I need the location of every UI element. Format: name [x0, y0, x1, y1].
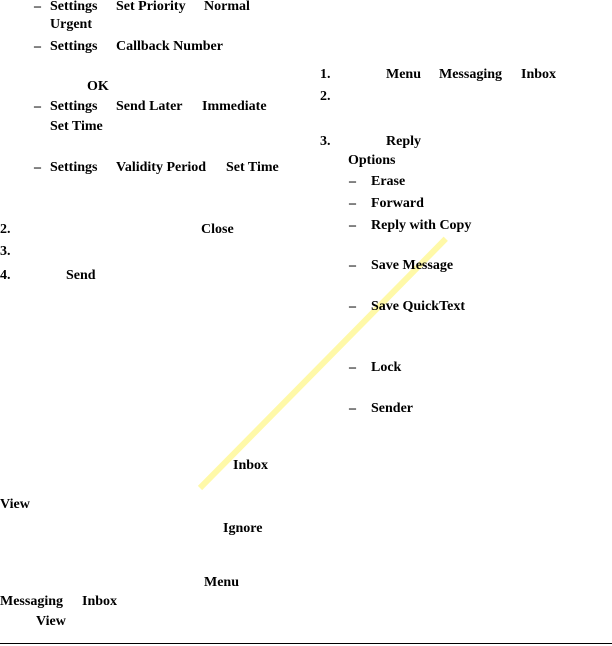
menu-term: Messaging [0, 594, 63, 609]
bullet-dash: – [349, 218, 356, 233]
option-item: Reply with Copy [371, 218, 472, 233]
option-item: Lock [371, 360, 402, 375]
menu-term: Immediate [202, 99, 267, 114]
menu-term: Inbox [521, 67, 557, 82]
bullet-dash: – [34, 39, 41, 54]
option-item: Forward [371, 196, 424, 211]
step-number: 3. [0, 244, 11, 259]
menu-term: Send Later [116, 99, 183, 114]
menu-term: Validity Period [116, 160, 207, 175]
bullet-dash: – [34, 160, 41, 175]
step-number: 2. [320, 89, 331, 104]
menu-term: Settings [50, 0, 98, 14]
bullet-dash: – [349, 196, 356, 211]
footer-rule [0, 643, 612, 644]
menu-term: Settings [50, 160, 98, 175]
option-item: Save QuickText [371, 299, 465, 314]
step-number: 4. [0, 268, 11, 283]
option-item: Save Message [371, 258, 454, 273]
menu-term: Inbox [82, 594, 118, 609]
bullet-dash: – [34, 99, 41, 114]
menu-term: Options [348, 153, 396, 168]
menu-term: Menu [386, 67, 421, 82]
menu-term: Send [66, 268, 96, 283]
menu-term: Settings [50, 39, 98, 54]
option-item: Sender [371, 401, 413, 416]
bullet-dash: – [349, 299, 356, 314]
bullet-dash: – [349, 174, 356, 189]
menu-term: Set Time [50, 119, 103, 134]
menu-term: OK [87, 79, 109, 94]
option-item: Erase [371, 174, 406, 189]
menu-term: View [36, 614, 66, 629]
menu-term: Set Time [226, 160, 279, 175]
bullet-dash: – [349, 258, 356, 273]
bullet-dash: – [349, 360, 356, 375]
menu-term: Reply [386, 134, 421, 149]
menu-term: Urgent [50, 17, 92, 32]
menu-term: Settings [50, 99, 98, 114]
bullet-dash: – [349, 401, 356, 416]
menu-term: Menu [204, 575, 239, 590]
step-number: 3. [320, 134, 331, 149]
menu-term: Set Priority [116, 0, 186, 14]
step-number: 1. [320, 67, 331, 82]
menu-term: Inbox [233, 458, 269, 473]
menu-term: Close [201, 222, 234, 237]
bullet-dash: – [34, 0, 41, 14]
step-number: 2. [0, 222, 11, 237]
menu-term: Normal [204, 0, 250, 14]
menu-term: View [0, 497, 30, 512]
menu-term: Ignore [223, 521, 263, 536]
menu-term: Callback Number [116, 39, 223, 54]
menu-term: Messaging [439, 67, 502, 82]
highlighter-stroke [197, 236, 448, 491]
